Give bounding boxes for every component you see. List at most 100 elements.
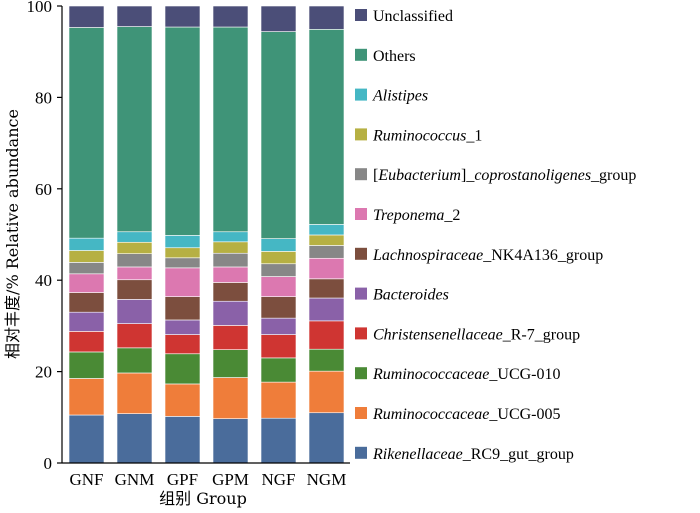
bar-segment-gnf	[68, 292, 105, 313]
bar-segment-ngf	[260, 263, 297, 277]
bar-segment-ngm	[308, 257, 345, 280]
bar-segment-gnm	[116, 347, 153, 374]
bar-segment-gpf	[164, 383, 201, 417]
bar-segment-gpf	[164, 5, 201, 28]
bar-segment-gnm	[116, 266, 153, 281]
x-axis-title: 组别 Group	[159, 489, 247, 508]
legend-label: Bacteroides	[373, 287, 449, 304]
legend-label: Rikenellaceae_RC9_gut_group	[372, 446, 574, 463]
bar-segment-gpm	[212, 241, 249, 254]
bar-segment-gpf	[164, 416, 201, 464]
y-tick-label: 20	[35, 363, 52, 382]
y-ticks: 0 20 40 60 80 100	[27, 0, 62, 473]
legend-label: Ruminococcus_1	[372, 127, 482, 144]
bar-segment-gnf	[68, 273, 105, 293]
bar-segment-ngm	[308, 297, 345, 322]
bar-segment-gpm	[212, 300, 249, 326]
legend-swatch	[355, 168, 367, 181]
legend-swatch	[355, 128, 367, 141]
legend-label: Lachnospiraceae_NK4A136_group	[372, 247, 603, 264]
legend-swatch	[355, 247, 367, 260]
x-tick-label: GPF	[167, 470, 198, 489]
legend-swatch	[355, 407, 367, 419]
bar-segment-ngm	[308, 278, 345, 299]
legend-label: Alistipes	[372, 88, 428, 105]
legend-swatch	[355, 48, 367, 61]
bar-segment-gpm	[212, 377, 249, 419]
bar-segment-gnm	[116, 241, 153, 255]
legend-swatch	[355, 446, 367, 459]
y-tick-label: 0	[44, 454, 53, 473]
bar-segment-gnm	[116, 372, 153, 414]
bar-segment-gpf	[164, 26, 201, 236]
bar-segment-gpf	[164, 296, 201, 321]
bar-segment-ngf	[260, 251, 297, 265]
bar-segment-gpf	[164, 257, 201, 269]
bar-segment-gnf	[68, 311, 105, 332]
bar-segment-ngf	[260, 417, 297, 464]
x-tick-label: NGM	[307, 470, 347, 489]
bar-segment-gpm	[212, 418, 249, 464]
bar-segment-gpm	[212, 252, 249, 268]
legend: Unclassified Others Alistipes Ruminococcus_…	[355, 8, 636, 463]
bar-segment-gnm	[116, 299, 153, 324]
bar-segment-gpf	[164, 247, 201, 259]
bar-segment-gpf	[164, 319, 201, 335]
x-ticks: GNF GNM GPF GPM NGF NGM	[69, 470, 346, 489]
bar-segment-gnm	[116, 231, 153, 243]
bar-segment-gpf	[164, 334, 201, 355]
bar-segment-gnf	[68, 237, 105, 251]
bar-segment-gnf	[68, 5, 105, 28]
bar-segment-gnm	[116, 279, 153, 300]
bar-segment-gnf	[68, 27, 105, 239]
bar-segment-gnm	[116, 26, 153, 233]
bar-segment-ngf	[260, 296, 297, 319]
bar-segment-gnf	[68, 414, 105, 464]
legend-label: Ruminococcaceae_UCG-005	[372, 406, 561, 423]
bar-segment-ngm	[308, 412, 345, 464]
x-tick-label: NGF	[261, 470, 295, 489]
bar-segment-gpf	[164, 267, 201, 297]
bar-segment-gnf	[68, 331, 105, 353]
y-tick-label: 40	[35, 271, 52, 290]
bar-segment-gnf	[68, 351, 105, 379]
legend-label: Unclassified	[373, 8, 453, 25]
legend-swatch	[355, 287, 367, 300]
x-tick-label: GPM	[212, 470, 249, 489]
legend-label: [Eubacterium]_coprostanoligenes_group	[373, 167, 636, 184]
legend-swatch	[355, 327, 367, 340]
bar-segment-ngf	[260, 276, 297, 297]
bar-segment-gpm	[212, 325, 249, 350]
legend-label: Christensenellaceae_R-7_group	[373, 326, 580, 343]
bar-segment-gnf	[68, 262, 105, 275]
bar-segment-ngm	[308, 5, 345, 30]
bars-layer	[68, 5, 345, 464]
legend-swatch	[355, 9, 367, 21]
bar-segment-ngf	[260, 357, 297, 383]
bar-segment-gpm	[212, 349, 249, 378]
bar-segment-gpf	[164, 235, 201, 249]
legend-label: Ruminococcaceae_UCG-010	[372, 366, 561, 383]
bar-segment-gpm	[212, 282, 249, 302]
bar-segment-ngm	[308, 245, 345, 259]
bar-segment-ngf	[260, 5, 297, 32]
bar-segment-ngf	[260, 317, 297, 335]
bar-segment-gnm	[116, 413, 153, 464]
bar-segment-ngm	[308, 348, 345, 372]
y-tick-label: 100	[27, 0, 53, 16]
bar-segment-gpm	[212, 231, 249, 243]
bar-segment-gnf	[68, 250, 105, 263]
bar-segment-ngm	[308, 320, 345, 350]
bar-segment-gpf	[164, 353, 201, 385]
bar-segment-gnm	[116, 253, 153, 268]
bar-segment-gpm	[212, 266, 249, 283]
legend-swatch	[355, 367, 367, 380]
bar-segment-gnf	[68, 378, 105, 416]
bar-segment-gnm	[116, 323, 153, 349]
bar-segment-gnm	[116, 5, 153, 27]
bar-segment-gpm	[212, 5, 249, 28]
bar-segment-ngm	[308, 234, 345, 246]
y-tick-label: 80	[35, 88, 52, 107]
legend-label: Treponema_2	[373, 207, 460, 224]
